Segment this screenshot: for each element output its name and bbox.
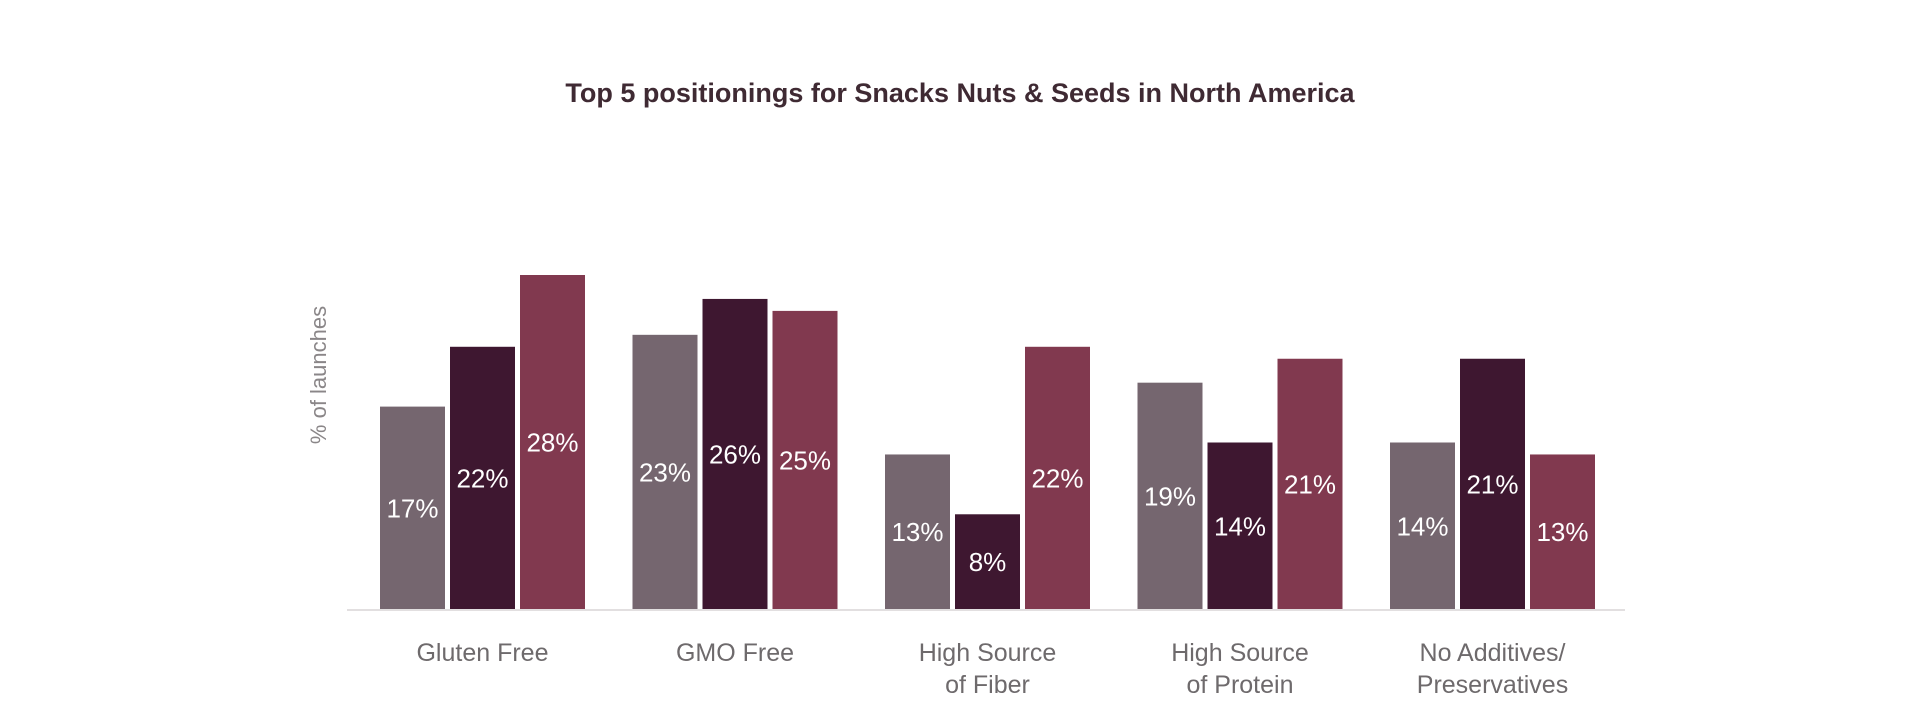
bar [1137, 382, 1203, 610]
bar-value-label: 22% [456, 463, 508, 493]
bar [1460, 358, 1525, 610]
bar [1207, 442, 1273, 610]
bar-value-label: 13% [891, 517, 943, 547]
bar-value-label: 28% [526, 428, 578, 458]
bar-value-label: 22% [1031, 463, 1083, 493]
category-label: Preservatives [1417, 671, 1568, 699]
category-label: of Fiber [945, 671, 1030, 699]
category-label: Gluten Free [416, 639, 548, 667]
bar [1530, 454, 1595, 610]
bar-value-label: 23% [639, 457, 691, 487]
bar-value-label: 13% [1536, 517, 1588, 547]
bar [772, 310, 838, 610]
bar-value-label: 8% [969, 547, 1007, 577]
bar [955, 514, 1020, 610]
bar [885, 454, 950, 610]
bar-value-label: 26% [709, 439, 761, 469]
bar-value-label: 19% [1144, 481, 1196, 511]
category-label: High Source [1171, 639, 1309, 667]
bar [1025, 346, 1090, 610]
chart-title: Top 5 positionings for Snacks Nuts & See… [565, 78, 1355, 108]
bar-value-label: 21% [1284, 469, 1336, 499]
category-label: No Additives/ [1420, 639, 1566, 667]
bar [450, 346, 515, 610]
bar [1277, 358, 1343, 610]
bar-value-label: 25% [779, 445, 831, 475]
bar [632, 334, 698, 610]
category-labels: Gluten Free GMO Free High Source of Fiber Hi… [416, 639, 1568, 699]
y-axis-label: % of launches [306, 306, 331, 444]
bar [702, 298, 768, 610]
category-label: GMO Free [676, 639, 794, 667]
bar-value-labels: 17% 22% 28% 23% 26% 25% 13% 8% 22% 19% 14% 21% 14% 21… [386, 428, 1588, 578]
bar-value-label: 21% [1466, 469, 1518, 499]
bar [520, 275, 585, 610]
bar-value-label: 14% [1214, 511, 1266, 541]
category-label: of Protein [1186, 671, 1293, 699]
bar [380, 406, 445, 610]
category-label: High Source [919, 639, 1057, 667]
bars-layer [380, 275, 1595, 610]
bar [1390, 442, 1455, 610]
bar-value-label: 17% [386, 493, 438, 523]
bar-value-label: 14% [1396, 511, 1448, 541]
